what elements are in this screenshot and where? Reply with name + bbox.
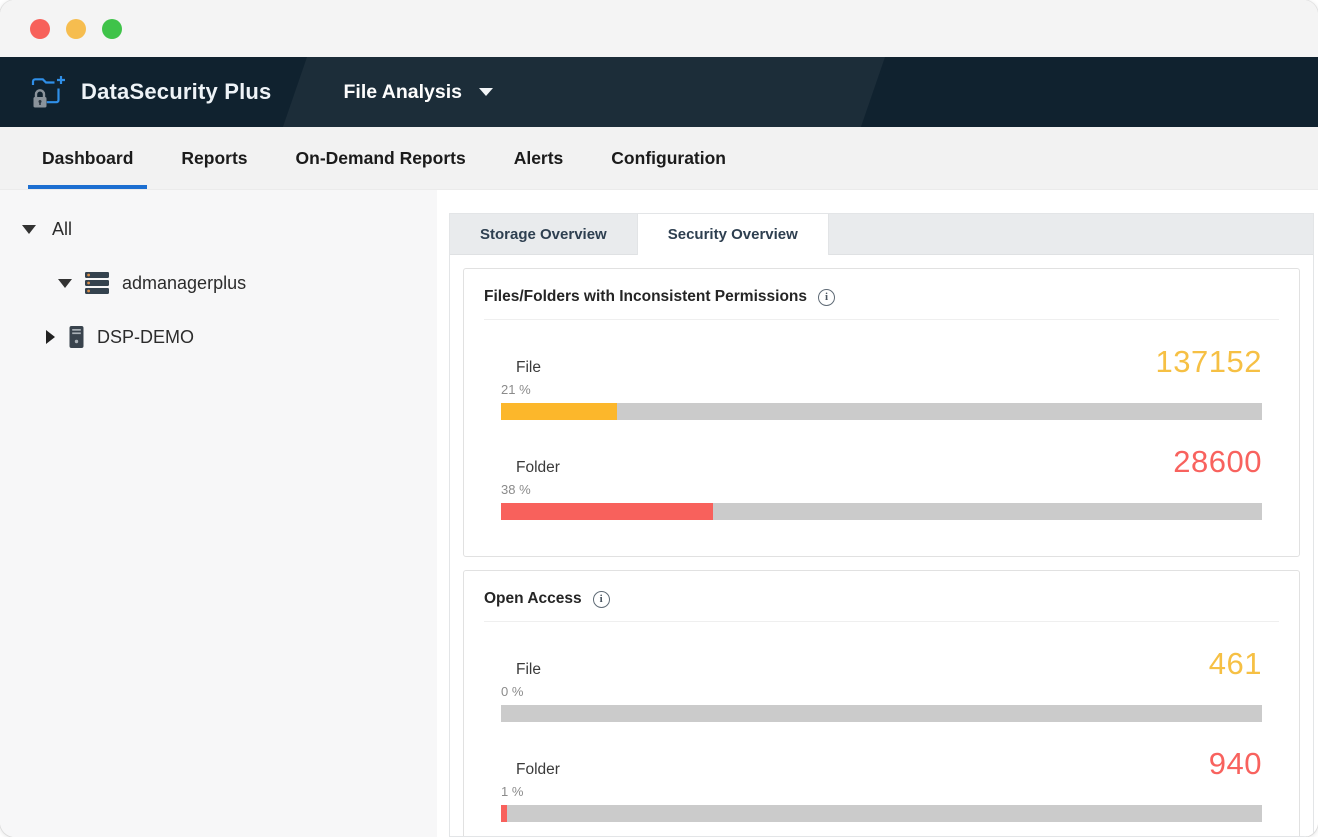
card-header: Files/Folders with Inconsistent Permissi… (464, 269, 1299, 319)
open-access-card: Open Access i File 461 0 % (463, 570, 1300, 837)
progress-bar-fill (501, 403, 617, 420)
stat-percent: 38 % (501, 482, 1262, 497)
nav-item-alerts[interactable]: Alerts (500, 127, 578, 189)
card-title: Files/Folders with Inconsistent Permissi… (484, 288, 807, 306)
stat-percent: 21 % (501, 382, 1262, 397)
tab-security-overview[interactable]: Security Overview (637, 213, 829, 255)
progress-bar-track (501, 403, 1262, 420)
progress-bar-track (501, 503, 1262, 520)
tab-storage-overview[interactable]: Storage Overview (450, 214, 637, 254)
server-tree-sidebar: All admanagerplus (0, 190, 437, 837)
main-content: Storage Overview Security Overview Files… (437, 190, 1318, 837)
body: All admanagerplus (0, 190, 1318, 837)
tree-item-all[interactable]: All (22, 219, 437, 240)
nav-item-reports[interactable]: Reports (167, 127, 261, 189)
tree-item-admanagerplus[interactable]: admanagerplus (58, 271, 437, 295)
progress-bar-track (501, 705, 1262, 722)
caret-down-icon[interactable] (22, 225, 36, 234)
caret-right-icon[interactable] (46, 330, 55, 344)
stat-label: Folder (501, 459, 560, 477)
server-stack-icon (84, 271, 110, 295)
app-window: DataSecurity Plus File Analysis Dashboar… (0, 0, 1318, 837)
stat-label: File (501, 359, 541, 377)
info-icon[interactable]: i (593, 591, 610, 608)
stat-value[interactable]: 940 (1209, 748, 1262, 779)
divider (484, 621, 1279, 622)
datasecurity-plus-logo-icon (28, 74, 68, 110)
divider (484, 319, 1279, 320)
progress-bar-track (501, 805, 1262, 822)
tree-item-label: All (52, 219, 72, 240)
card-rows: File 461 0 % Folder (464, 648, 1299, 837)
stat-percent: 1 % (501, 784, 1262, 799)
module-selector-label: File Analysis (343, 81, 462, 104)
stat-row-file: File 137152 21 % (501, 346, 1262, 420)
close-window-button[interactable] (30, 19, 50, 39)
card-title: Open Access (484, 590, 582, 608)
card-rows: File 137152 21 % Folder (464, 346, 1299, 556)
stat-row-folder: Folder 940 1 % (501, 748, 1262, 822)
caret-down-icon (479, 88, 493, 96)
stat-row-folder: Folder 28600 38 % (501, 446, 1262, 520)
stat-value[interactable]: 28600 (1173, 446, 1262, 477)
app-header: DataSecurity Plus File Analysis (0, 57, 1318, 127)
window-titlebar (0, 0, 1318, 57)
tree-item-label: DSP-DEMO (97, 327, 194, 348)
stat-row-file: File 461 0 % (501, 648, 1262, 722)
app-title: DataSecurity Plus (81, 79, 271, 105)
primary-nav: Dashboard Reports On-Demand Reports Aler… (0, 127, 1318, 190)
minimize-window-button[interactable] (66, 19, 86, 39)
card-header: Open Access i (464, 571, 1299, 621)
stat-label: Folder (501, 761, 560, 779)
nav-item-dashboard[interactable]: Dashboard (28, 127, 147, 189)
overview-panel: Storage Overview Security Overview Files… (449, 213, 1314, 837)
progress-bar-fill (501, 805, 507, 822)
zoom-window-button[interactable] (102, 19, 122, 39)
progress-bar-fill (501, 503, 713, 520)
tree-item-dsp-demo[interactable]: DSP-DEMO (46, 325, 437, 349)
stat-label: File (501, 661, 541, 679)
security-overview-content: Files/Folders with Inconsistent Permissi… (450, 255, 1313, 837)
stat-value[interactable]: 461 (1209, 648, 1262, 679)
stat-value[interactable]: 137152 (1156, 346, 1262, 377)
module-selector[interactable]: File Analysis (343, 81, 493, 104)
stat-percent: 0 % (501, 684, 1262, 699)
tree-item-label: admanagerplus (122, 273, 246, 294)
caret-down-icon[interactable] (58, 279, 72, 288)
info-icon[interactable]: i (818, 289, 835, 306)
overview-tabstrip: Storage Overview Security Overview (450, 214, 1313, 255)
server-tower-icon (68, 325, 85, 349)
nav-item-on-demand-reports[interactable]: On-Demand Reports (282, 127, 480, 189)
inconsistent-permissions-card: Files/Folders with Inconsistent Permissi… (463, 268, 1300, 557)
nav-item-configuration[interactable]: Configuration (597, 127, 740, 189)
